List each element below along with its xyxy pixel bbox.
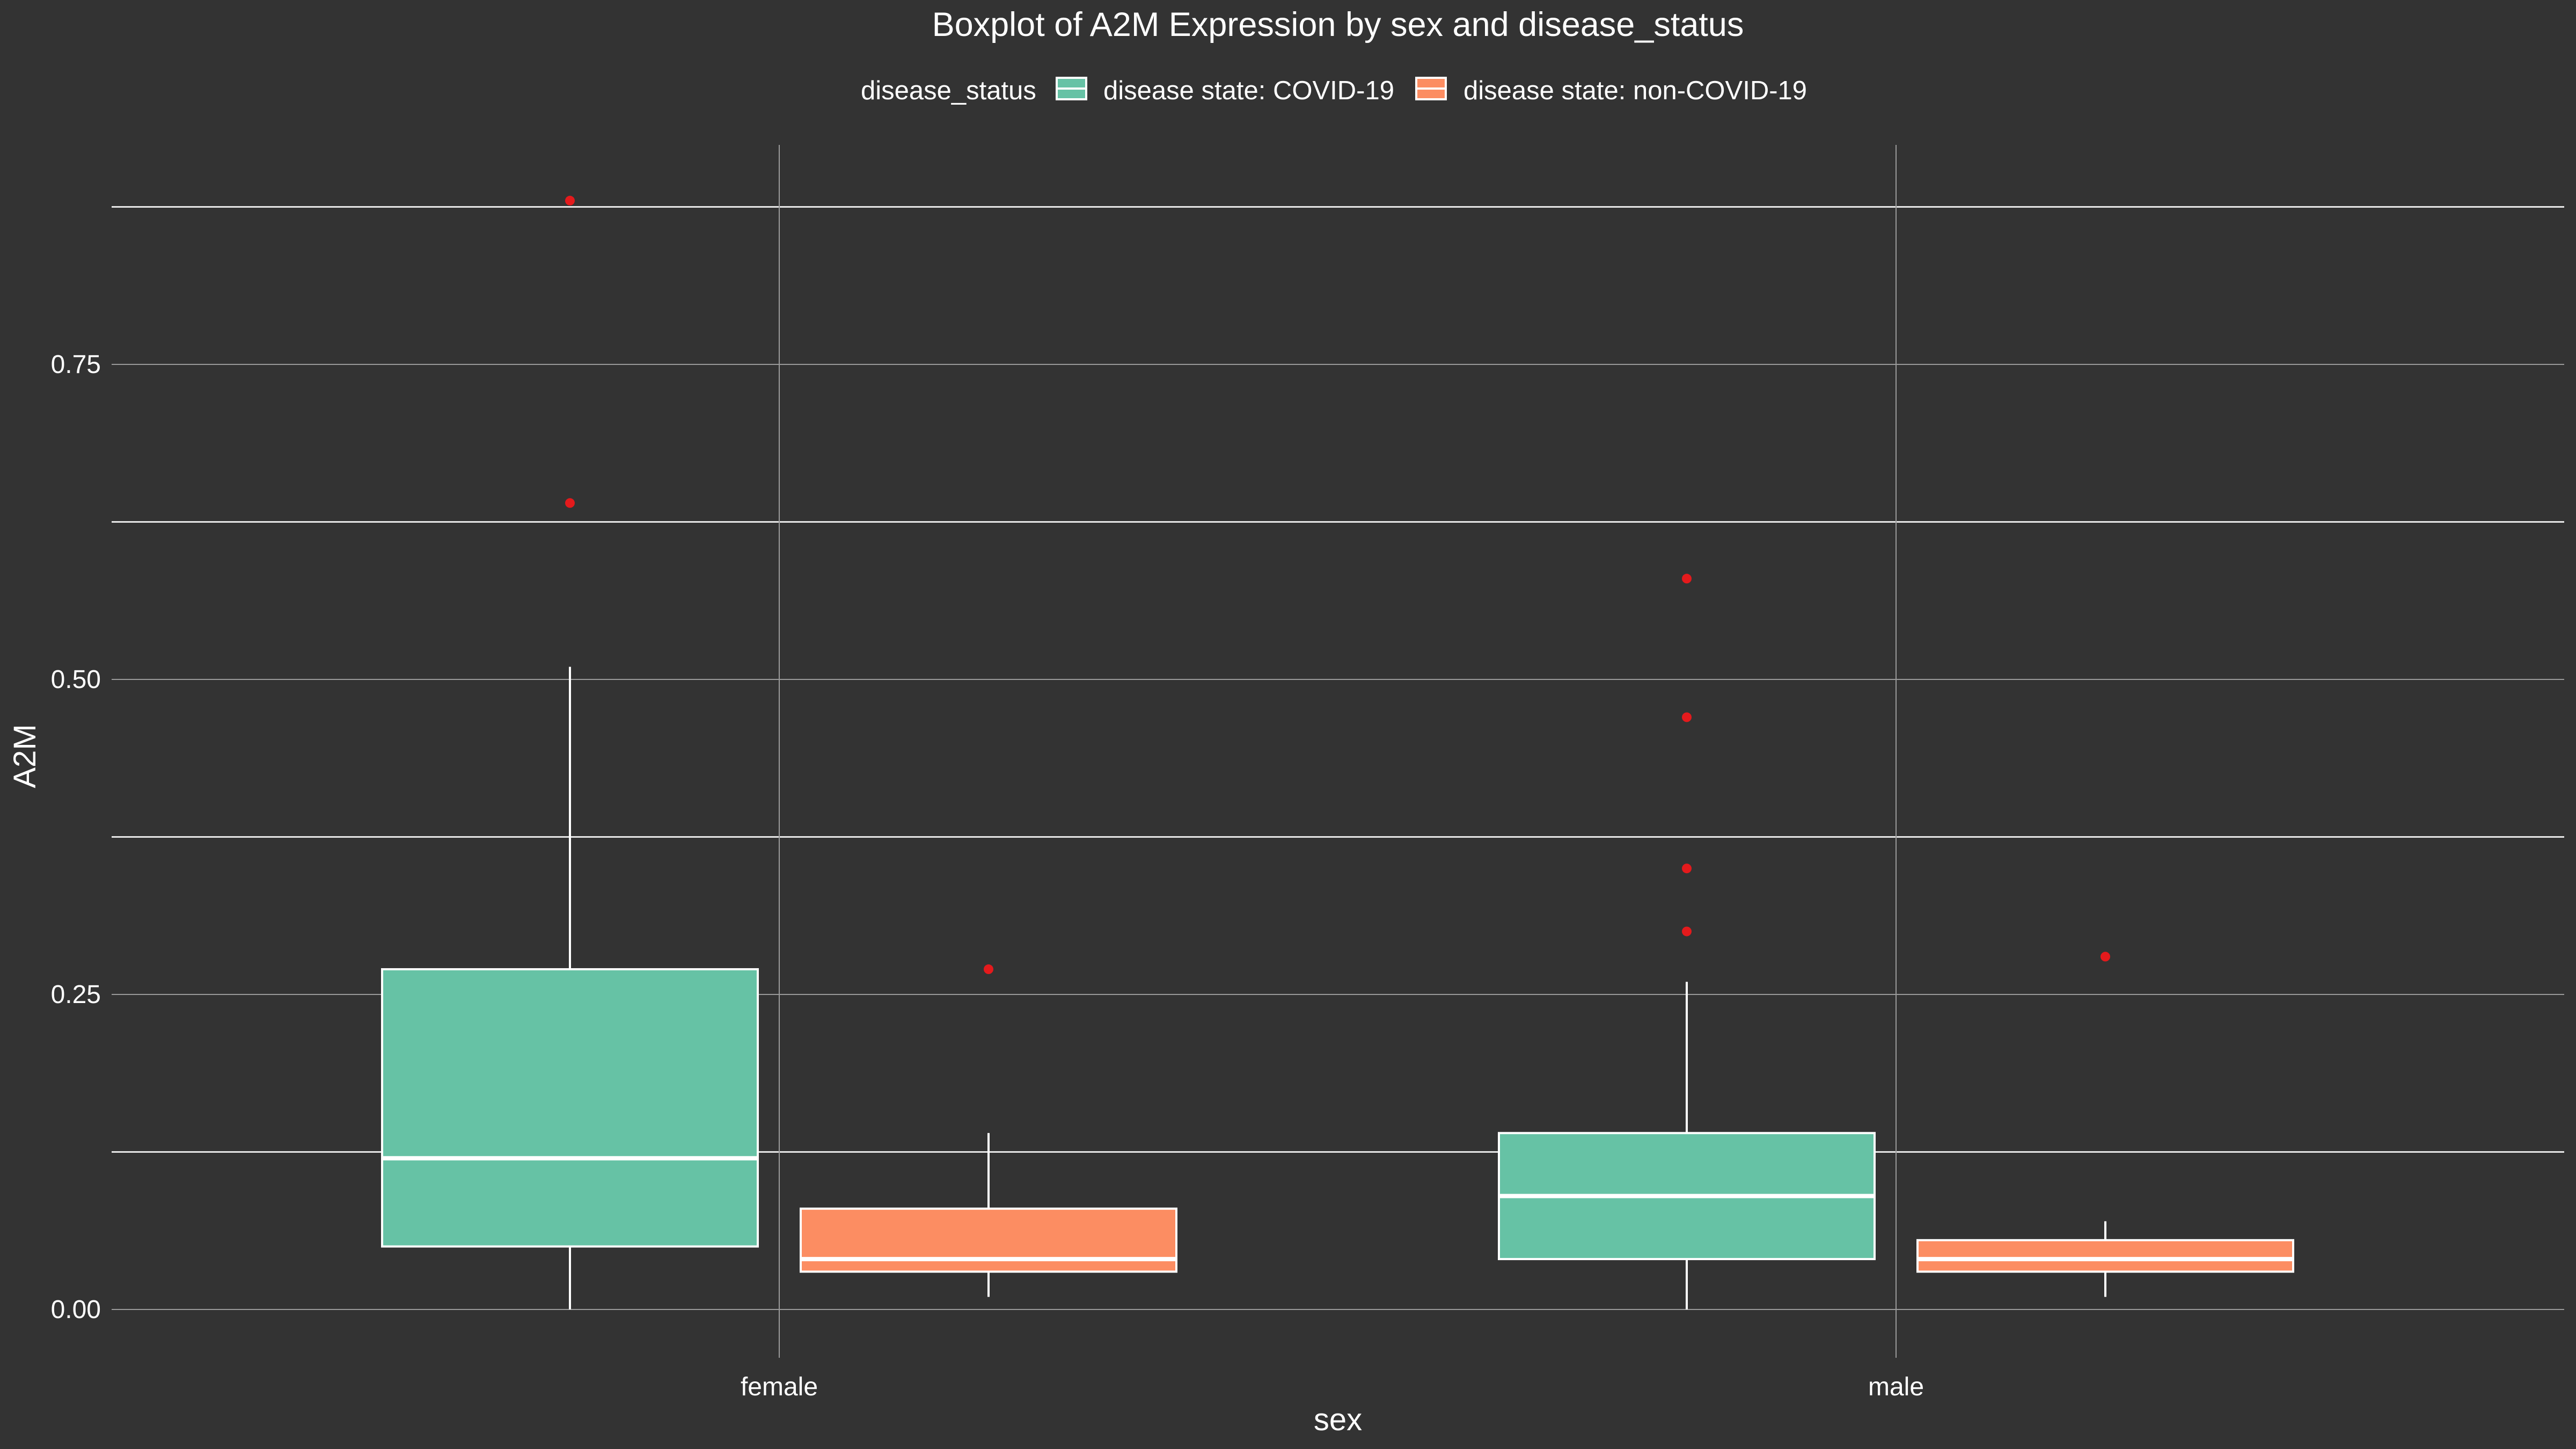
legend: disease_status disease state: COVID-19 d…: [861, 76, 1807, 105]
outlier-point: [1682, 574, 1692, 584]
box-group: [381, 667, 759, 1309]
iqr-box: [1916, 1239, 2294, 1273]
legend-key-covid: disease state: COVID-19: [1056, 76, 1394, 105]
x-tick-label: female: [741, 1373, 818, 1401]
outlier-point: [984, 964, 993, 975]
iqr-box: [381, 968, 759, 1248]
x-tick-label: male: [1868, 1373, 1924, 1401]
outlier-point: [1682, 863, 1692, 874]
legend-key-noncovid: disease state: non-COVID-19: [1415, 76, 1807, 105]
outlier-point: [565, 498, 575, 508]
outlier-point: [1682, 712, 1692, 722]
box-group: [800, 1133, 1177, 1297]
legend-label-covid: disease state: COVID-19: [1103, 76, 1394, 105]
iqr-box: [800, 1208, 1177, 1273]
y-tick-label: 0.50: [51, 665, 101, 694]
y-axis-ticks: 0.00 0.25 0.50 0.75: [51, 350, 101, 1324]
box-group: [1916, 1221, 2294, 1297]
outliers: [565, 195, 2110, 975]
legend-label-noncovid: disease state: non-COVID-19: [1463, 76, 1807, 105]
outlier-point: [2101, 952, 2110, 962]
x-axis-title: sex: [1314, 1402, 1362, 1437]
legend-title: disease_status: [861, 76, 1036, 105]
box-group: [1498, 982, 1876, 1309]
chart-title: Boxplot of A2M Expression by sex and dis…: [932, 6, 1744, 43]
boxes: [381, 667, 2294, 1309]
y-tick-label: 0.00: [51, 1296, 101, 1324]
y-tick-label: 0.25: [51, 980, 101, 1009]
outlier-point: [565, 195, 575, 206]
outlier-point: [1682, 926, 1692, 936]
y-tick-label: 0.75: [51, 350, 101, 379]
y-axis-title: A2M: [8, 724, 42, 788]
x-axis-ticks: female male: [741, 1373, 1924, 1401]
